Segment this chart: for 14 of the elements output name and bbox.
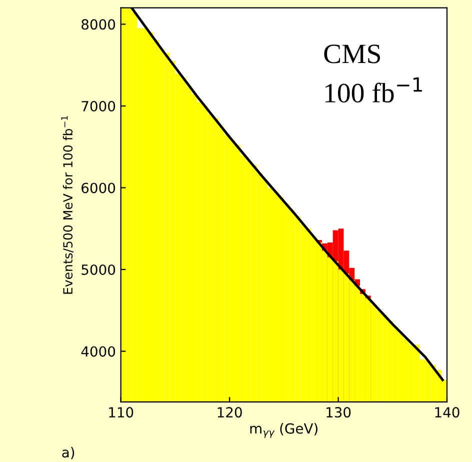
annotation: CMS xyxy=(324,44,380,64)
annotation: 100 fb$^{−1}$ xyxy=(325,77,422,103)
x-tick-label: 140 xyxy=(435,407,460,418)
text: a) xyxy=(62,446,74,460)
y-axis-title: Events/500 MeV for 100 fb$^{−1}$ xyxy=(61,116,74,294)
y-tick-label: 8000 xyxy=(82,19,116,30)
y-tick-label: 7000 xyxy=(82,100,116,112)
y-tick-label: 5000 xyxy=(82,264,116,275)
x-tick-label: 110 xyxy=(109,407,134,418)
x-tick-label: 120 xyxy=(218,407,242,418)
x-tick-label: 130 xyxy=(326,407,351,418)
y-tick-label: 4000 xyxy=(81,346,116,357)
y-tick-label: 6000 xyxy=(82,182,116,194)
x-axis-title: m$_{γγ}$ (GeV) xyxy=(250,423,318,438)
